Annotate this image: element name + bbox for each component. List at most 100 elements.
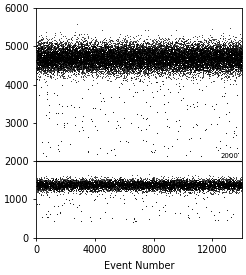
Point xyxy=(173,47,177,51)
Point xyxy=(87,59,91,64)
Point xyxy=(109,53,113,57)
Point xyxy=(67,183,71,188)
Point xyxy=(83,55,87,60)
Point xyxy=(222,72,226,76)
Point xyxy=(102,62,106,66)
Point xyxy=(102,50,106,54)
Point xyxy=(135,54,139,59)
Point xyxy=(93,53,97,58)
Point xyxy=(42,188,46,192)
Point xyxy=(138,54,142,58)
Point xyxy=(234,55,238,60)
Point xyxy=(65,60,69,64)
Point xyxy=(112,58,116,62)
Point xyxy=(79,64,83,68)
Point xyxy=(171,186,175,191)
Point xyxy=(212,52,216,57)
Point xyxy=(207,68,211,73)
Point xyxy=(231,57,234,62)
Point xyxy=(200,63,204,68)
Point xyxy=(194,46,198,51)
Point xyxy=(99,51,103,56)
Point xyxy=(51,176,55,180)
Point xyxy=(200,59,204,63)
Point xyxy=(154,178,158,183)
Point xyxy=(184,184,188,188)
Point xyxy=(113,62,117,67)
Point xyxy=(132,53,136,57)
Point xyxy=(109,49,113,53)
Point xyxy=(61,45,65,50)
Point xyxy=(221,182,225,186)
Point xyxy=(161,190,165,194)
Point xyxy=(157,54,161,59)
Point xyxy=(55,43,59,47)
Point xyxy=(117,40,121,45)
Point xyxy=(107,50,111,54)
Point xyxy=(153,181,157,185)
Point xyxy=(183,60,186,64)
Point xyxy=(168,189,171,194)
Point xyxy=(224,184,228,188)
Point xyxy=(134,54,138,59)
Point xyxy=(184,70,188,75)
Point xyxy=(105,51,109,56)
Point xyxy=(94,183,98,188)
Point xyxy=(38,185,42,189)
Point xyxy=(224,180,228,184)
Point xyxy=(39,57,43,62)
Point xyxy=(61,59,64,63)
Point xyxy=(116,178,120,182)
Point xyxy=(136,51,140,55)
Point xyxy=(67,51,71,56)
Point xyxy=(49,46,53,50)
Point xyxy=(92,56,95,60)
Point xyxy=(117,182,121,187)
Point xyxy=(52,62,56,67)
Point xyxy=(205,68,209,73)
Point xyxy=(159,55,163,60)
Point xyxy=(146,57,150,62)
Point xyxy=(101,183,105,188)
Point xyxy=(141,58,145,62)
Point xyxy=(130,56,134,60)
Point xyxy=(170,178,174,183)
Point xyxy=(156,49,160,53)
Point xyxy=(196,51,200,55)
Point xyxy=(163,62,167,66)
Point xyxy=(179,97,183,102)
Point xyxy=(172,185,176,190)
Point xyxy=(135,183,139,187)
Point xyxy=(121,185,125,189)
Point xyxy=(153,52,157,56)
Point xyxy=(96,182,100,186)
Point xyxy=(149,51,153,55)
Point xyxy=(205,52,209,56)
Point xyxy=(116,53,120,57)
Point xyxy=(43,63,46,67)
Point xyxy=(99,179,103,183)
Point xyxy=(198,60,201,64)
Point xyxy=(69,183,73,188)
Point xyxy=(94,69,98,74)
Point xyxy=(203,54,207,58)
Point xyxy=(233,185,237,189)
Point xyxy=(160,60,164,65)
Point xyxy=(45,67,49,72)
Point xyxy=(215,183,219,188)
Point xyxy=(70,50,74,54)
Point xyxy=(239,55,243,59)
Point xyxy=(118,32,122,36)
Point xyxy=(90,54,94,59)
Point xyxy=(191,35,195,39)
Point xyxy=(102,53,106,58)
Point xyxy=(176,60,180,65)
Point xyxy=(121,53,124,57)
Point xyxy=(119,55,123,59)
Point xyxy=(222,50,226,54)
Point xyxy=(210,182,214,187)
Point xyxy=(207,50,211,54)
Point xyxy=(182,182,185,186)
Point xyxy=(185,46,189,50)
Point xyxy=(62,178,66,182)
